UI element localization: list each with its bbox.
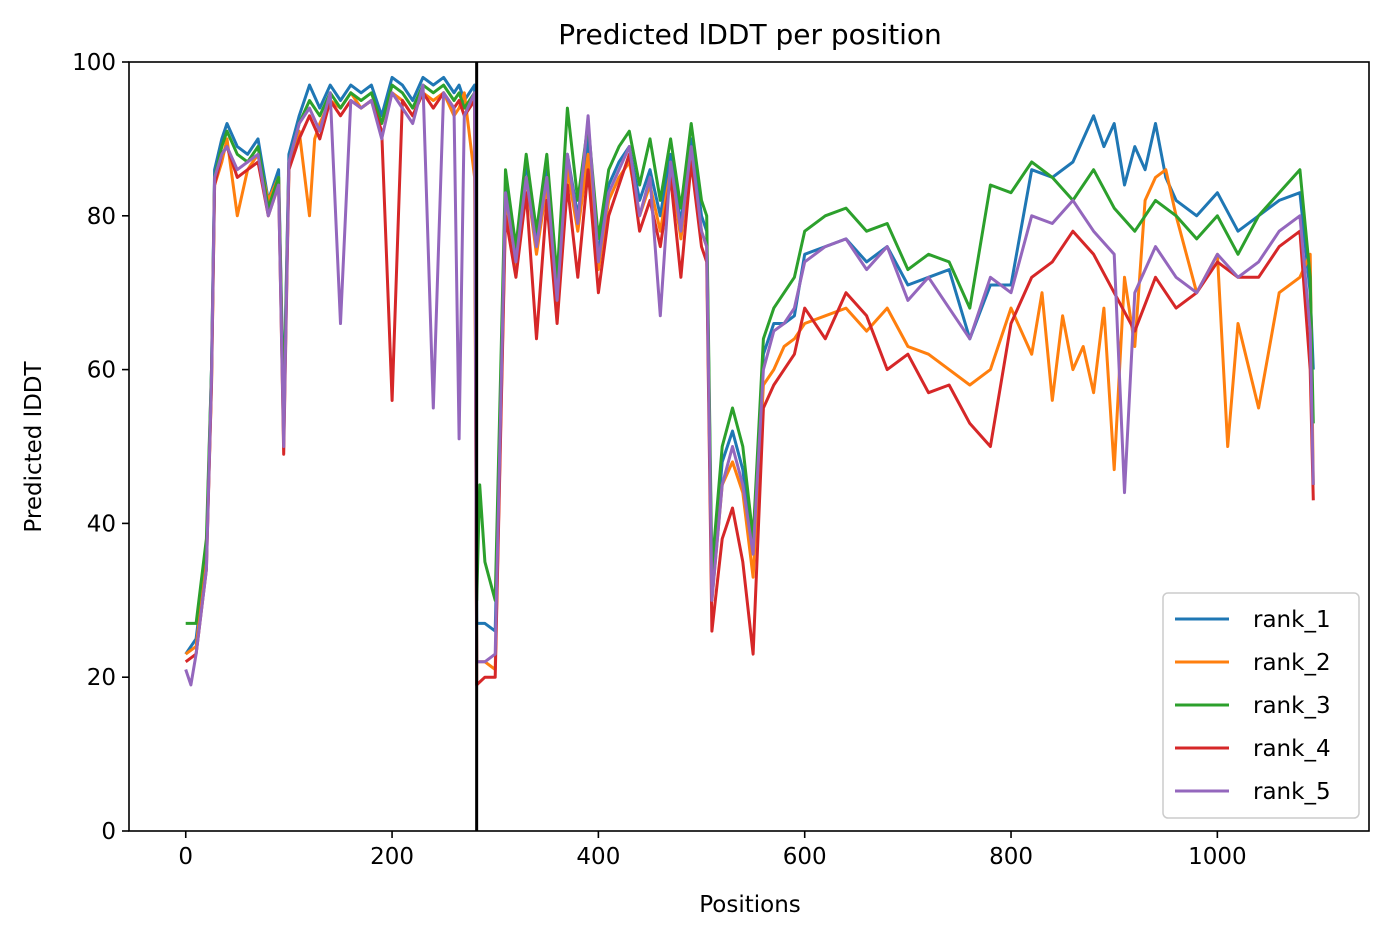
y-tick-label: 100 — [72, 50, 116, 76]
legend-box — [1162, 592, 1360, 819]
series-layer — [184, 75, 1315, 687]
x-tick-label: 600 — [783, 844, 827, 870]
y-tick-label: 40 — [87, 511, 116, 537]
series-line-rank_3 — [185, 83, 1315, 625]
y-tick-label: 20 — [87, 665, 116, 691]
y-axis: 0 20 40 60 80 100 — [72, 50, 129, 845]
y-tick-label: 80 — [87, 204, 116, 230]
x-tick-label: 400 — [576, 844, 620, 870]
x-tick-label: 0 — [178, 844, 193, 870]
legend: rank_1 rank_2 rank_3 rank_4 rank_5 — [1162, 592, 1360, 819]
legend-entries: rank_1 rank_2 rank_3 rank_4 rank_5 — [1175, 607, 1331, 805]
y-axis-label: Predicted lDDT — [21, 360, 47, 532]
x-tick-label: 1000 — [1188, 844, 1247, 870]
series-line-rank_5 — [184, 83, 1315, 687]
y-tick-label: 0 — [101, 819, 116, 845]
chart-title: Predicted lDDT per position — [558, 18, 942, 51]
x-tick-label: 800 — [989, 844, 1033, 870]
y-tick-label: 60 — [87, 358, 116, 384]
x-axis: 0 200 400 600 800 1000 — [178, 831, 1247, 870]
legend-label-rank_3: rank_3 — [1253, 693, 1331, 719]
legend-label-rank_4: rank_4 — [1253, 736, 1331, 762]
series-line-rank_4 — [184, 91, 1315, 687]
legend-label-rank_1: rank_1 — [1253, 607, 1331, 633]
legend-label-rank_5: rank_5 — [1253, 779, 1331, 805]
legend-label-rank_2: rank_2 — [1253, 650, 1331, 676]
x-tick-label: 200 — [370, 844, 414, 870]
plot-area-frame — [128, 61, 1370, 832]
x-axis-label: Positions — [699, 892, 801, 918]
